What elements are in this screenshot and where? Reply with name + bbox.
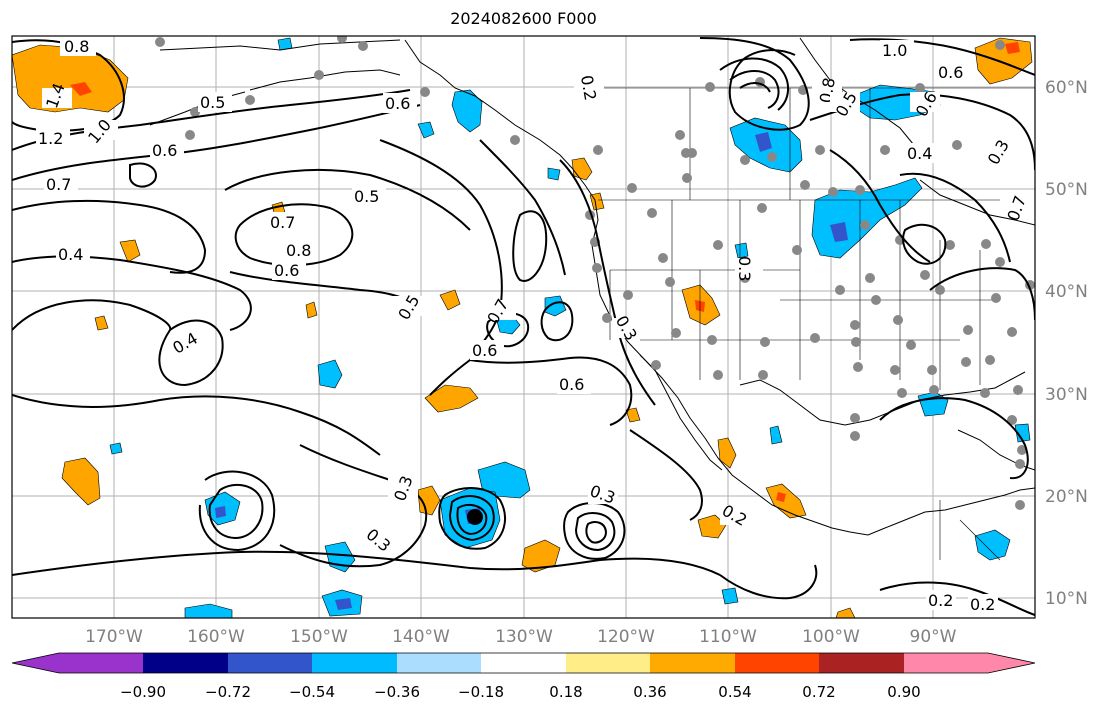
lon-label: 170°W (85, 627, 143, 647)
colorbar-tick-label: −0.54 (289, 683, 335, 701)
contour-label: 0.6 (152, 141, 177, 160)
contour-label: 0.6 (385, 94, 410, 113)
contour-label: 0.5 (200, 93, 225, 112)
lat-label: 30°N (1045, 385, 1088, 405)
lon-label: 150°W (290, 627, 348, 647)
lon-label: 120°W (597, 627, 655, 647)
contour-label: 0.7 (46, 175, 71, 194)
colorbar-extend-low (12, 653, 59, 673)
strong-positive-cores (70, 42, 1020, 502)
colorbar-tick-label: −0.36 (374, 683, 420, 701)
colorbar-extend-high (988, 653, 1035, 673)
contour-labels: 0.8 1.4 1.2 1.0 0.6 0.7 0.4 0.5 0.7 0.8 … (36, 36, 1030, 614)
lat-label: 20°N (1045, 487, 1088, 507)
colorbar-segment (397, 653, 481, 673)
colorbar-segment (59, 653, 143, 673)
contour-label: 0.8 (64, 37, 89, 56)
colorbar-segment (650, 653, 735, 673)
colorbar-segment (904, 653, 988, 673)
contour-label: 0.2 (577, 74, 600, 102)
lon-label: 110°W (699, 627, 757, 647)
lat-label: 40°N (1045, 282, 1088, 302)
colorbar-segment (228, 653, 312, 673)
political-borders (585, 87, 1035, 561)
colorbar-tick-label: −0.90 (120, 683, 166, 701)
contour-lines (12, 37, 1035, 616)
colorbar (11, 652, 1036, 674)
lon-label: 100°W (802, 627, 860, 647)
positive-anomaly-fills (12, 37, 1033, 618)
colorbar-ticks: −0.90 −0.72 −0.54 −0.36 −0.18 0.18 0.36 … (120, 683, 921, 701)
lat-label: 60°N (1045, 78, 1088, 98)
lat-label: 50°N (1045, 180, 1088, 200)
storm-center-marker (467, 509, 483, 525)
colorbar-segment (481, 653, 566, 673)
lon-label: 160°W (187, 627, 245, 647)
colorbar-segment (735, 653, 819, 673)
map-frame (11, 35, 1036, 619)
lon-label: 140°W (392, 627, 450, 647)
lon-label: 90°W (910, 627, 957, 647)
contour-label: 0.2 (928, 591, 953, 610)
colorbar-tick-label: −0.18 (458, 683, 504, 701)
contour-label: 0.4 (58, 245, 83, 264)
contour-label: 0.7 (270, 213, 295, 232)
colorbar-tick-label: 0.18 (549, 683, 582, 701)
colorbar-segment (566, 653, 650, 673)
contour-label: 0.4 (907, 144, 932, 163)
contour-label: 0.6 (472, 341, 497, 360)
colorbar-tick-label: 0.36 (633, 683, 666, 701)
colorbar-segment (312, 653, 397, 673)
colorbar-segment (819, 653, 904, 673)
colorbar-tick-label: −0.72 (205, 683, 251, 701)
colorbar-tick-label: 0.54 (718, 683, 751, 701)
contour-label: 0.6 (274, 261, 299, 280)
contour-label: 0.5 (354, 187, 379, 206)
lat-label: 10°N (1045, 589, 1088, 609)
colorbar-outline (11, 652, 1036, 674)
contour-label: 0.2 (970, 595, 995, 614)
contour-label: 1.0 (882, 41, 907, 60)
contour-label: 0.6 (559, 375, 584, 394)
lon-label: 130°W (495, 627, 553, 647)
contour-label: 0.6 (938, 63, 963, 82)
colorbar-tick-label: 0.90 (887, 683, 920, 701)
colorbar-segment (143, 653, 228, 673)
contour-label: 0.3 (735, 256, 754, 281)
contour-label: 1.2 (38, 129, 63, 148)
station-dots (155, 36, 1035, 510)
contour-label: 0.8 (286, 241, 311, 260)
latitude-labels: 60°N 50°N 40°N 30°N 20°N 10°N (1045, 78, 1088, 609)
map-title: 2024082600 F000 (450, 9, 597, 28)
colorbar-tick-label: 0.72 (802, 683, 835, 701)
longitude-labels: 170°W 160°W 150°W 140°W 130°W 120°W 110°… (85, 627, 957, 647)
